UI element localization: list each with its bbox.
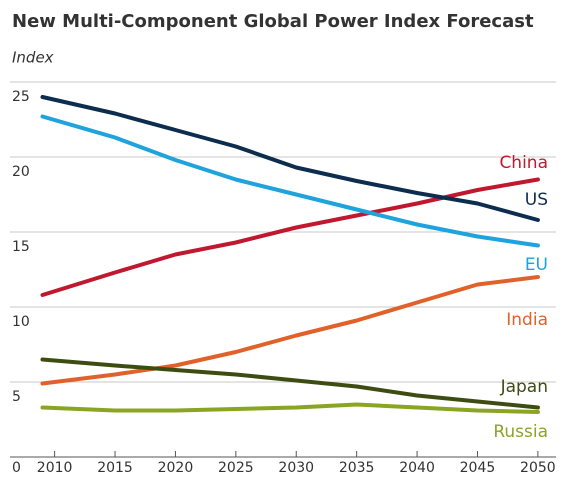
- series-label: Japan: [500, 377, 548, 397]
- y-tick-label: 5: [12, 389, 21, 405]
- series-label: Russia: [493, 422, 548, 442]
- series-label: EU: [525, 255, 548, 275]
- x-tick-label: 2040: [399, 460, 435, 476]
- x-tick-label: 2025: [218, 460, 254, 476]
- series-label: US: [525, 190, 548, 210]
- y-tick-label: 25: [12, 89, 30, 105]
- line-series: [40, 275, 540, 386]
- series-label: China: [499, 153, 548, 173]
- y-tick-label: 0: [12, 460, 21, 476]
- y-tick-label: 20: [12, 164, 30, 180]
- x-tick-label: 2015: [97, 460, 133, 476]
- line-series: [40, 95, 540, 222]
- x-tick-label: 2045: [460, 460, 496, 476]
- x-tick-label: 2050: [520, 460, 556, 476]
- line-series: [40, 114, 540, 248]
- series-label: India: [506, 310, 548, 330]
- y-tick-label: 10: [12, 314, 30, 330]
- x-tick-label: 2035: [339, 460, 375, 476]
- line-series: [40, 357, 540, 410]
- x-tick-label: 2030: [278, 460, 314, 476]
- line-series: [40, 402, 540, 414]
- x-tick-label: 2010: [37, 460, 73, 476]
- x-tick-label: 2020: [158, 460, 194, 476]
- line-series: [40, 177, 540, 297]
- chart-title: New Multi-Component Global Power Index F…: [12, 11, 534, 32]
- y-tick-label: 15: [12, 239, 30, 255]
- y-axis-label: Index: [12, 49, 54, 67]
